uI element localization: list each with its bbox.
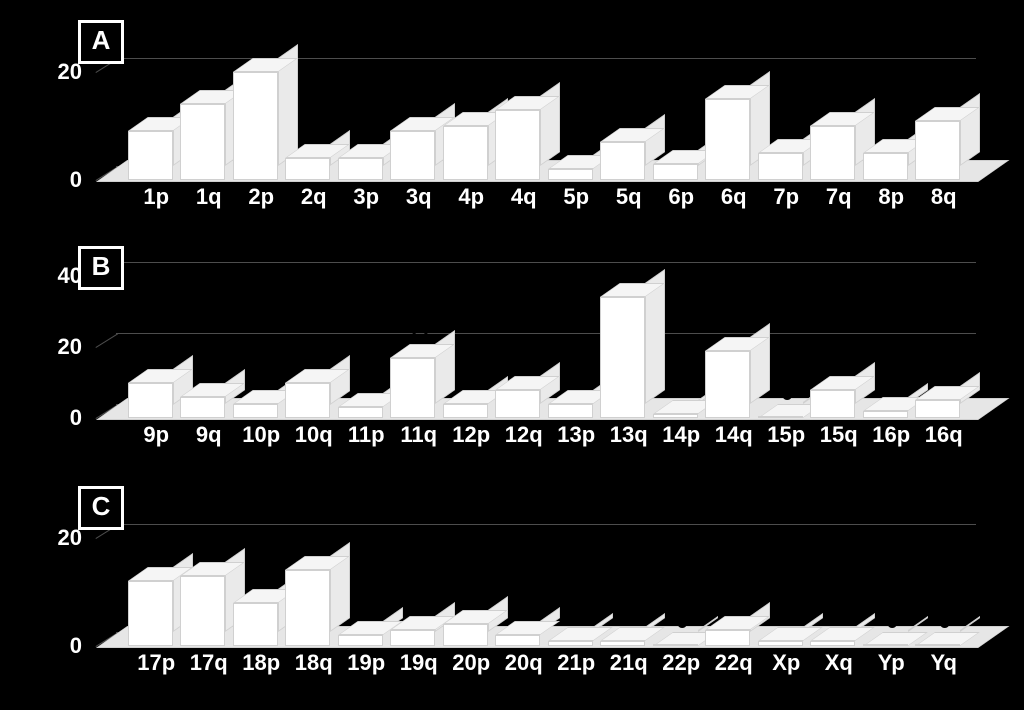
ytick-label: 20 (42, 525, 82, 551)
plot-area: 91p141q202p42q43p93q104p134q25p75q36p156… (96, 16, 976, 220)
xtick-label: 16q (907, 422, 980, 448)
panel-C: 1217p1317q818p1418q219p319q420p220q121p1… (0, 482, 1024, 696)
xtick-label: 8q (907, 184, 980, 210)
bar (915, 626, 980, 646)
bar (915, 101, 980, 180)
panel-B: 109p69q410p1010q311p1711q412p812q413p341… (0, 242, 1024, 470)
grid-line (116, 262, 976, 263)
xtick-label: Yq (907, 650, 980, 676)
chart-stage: 91p141q202p42q43p93q104p134q25p75q36p156… (0, 0, 1024, 710)
plot-area: 1217p1317q818p1418q219p319q420p220q121p1… (96, 482, 976, 686)
ytick-label: 0 (42, 633, 82, 659)
panel-A: 91p141q202p42q43p93q104p134q25p75q36p156… (0, 16, 1024, 230)
panel-letter-A: A (78, 20, 124, 64)
grid-line (116, 524, 976, 525)
ytick-label: 0 (42, 405, 82, 431)
ytick-label: 40 (42, 263, 82, 289)
ytick-label: 20 (42, 334, 82, 360)
bar (915, 380, 980, 418)
plot-area: 109p69q410p1010q311p1711q412p812q413p341… (96, 242, 976, 458)
ytick-label: 0 (42, 167, 82, 193)
panel-letter-B: B (78, 246, 124, 290)
grid-line (116, 333, 976, 334)
panel-letter-C: C (78, 486, 124, 530)
ytick-label: 20 (42, 59, 82, 85)
